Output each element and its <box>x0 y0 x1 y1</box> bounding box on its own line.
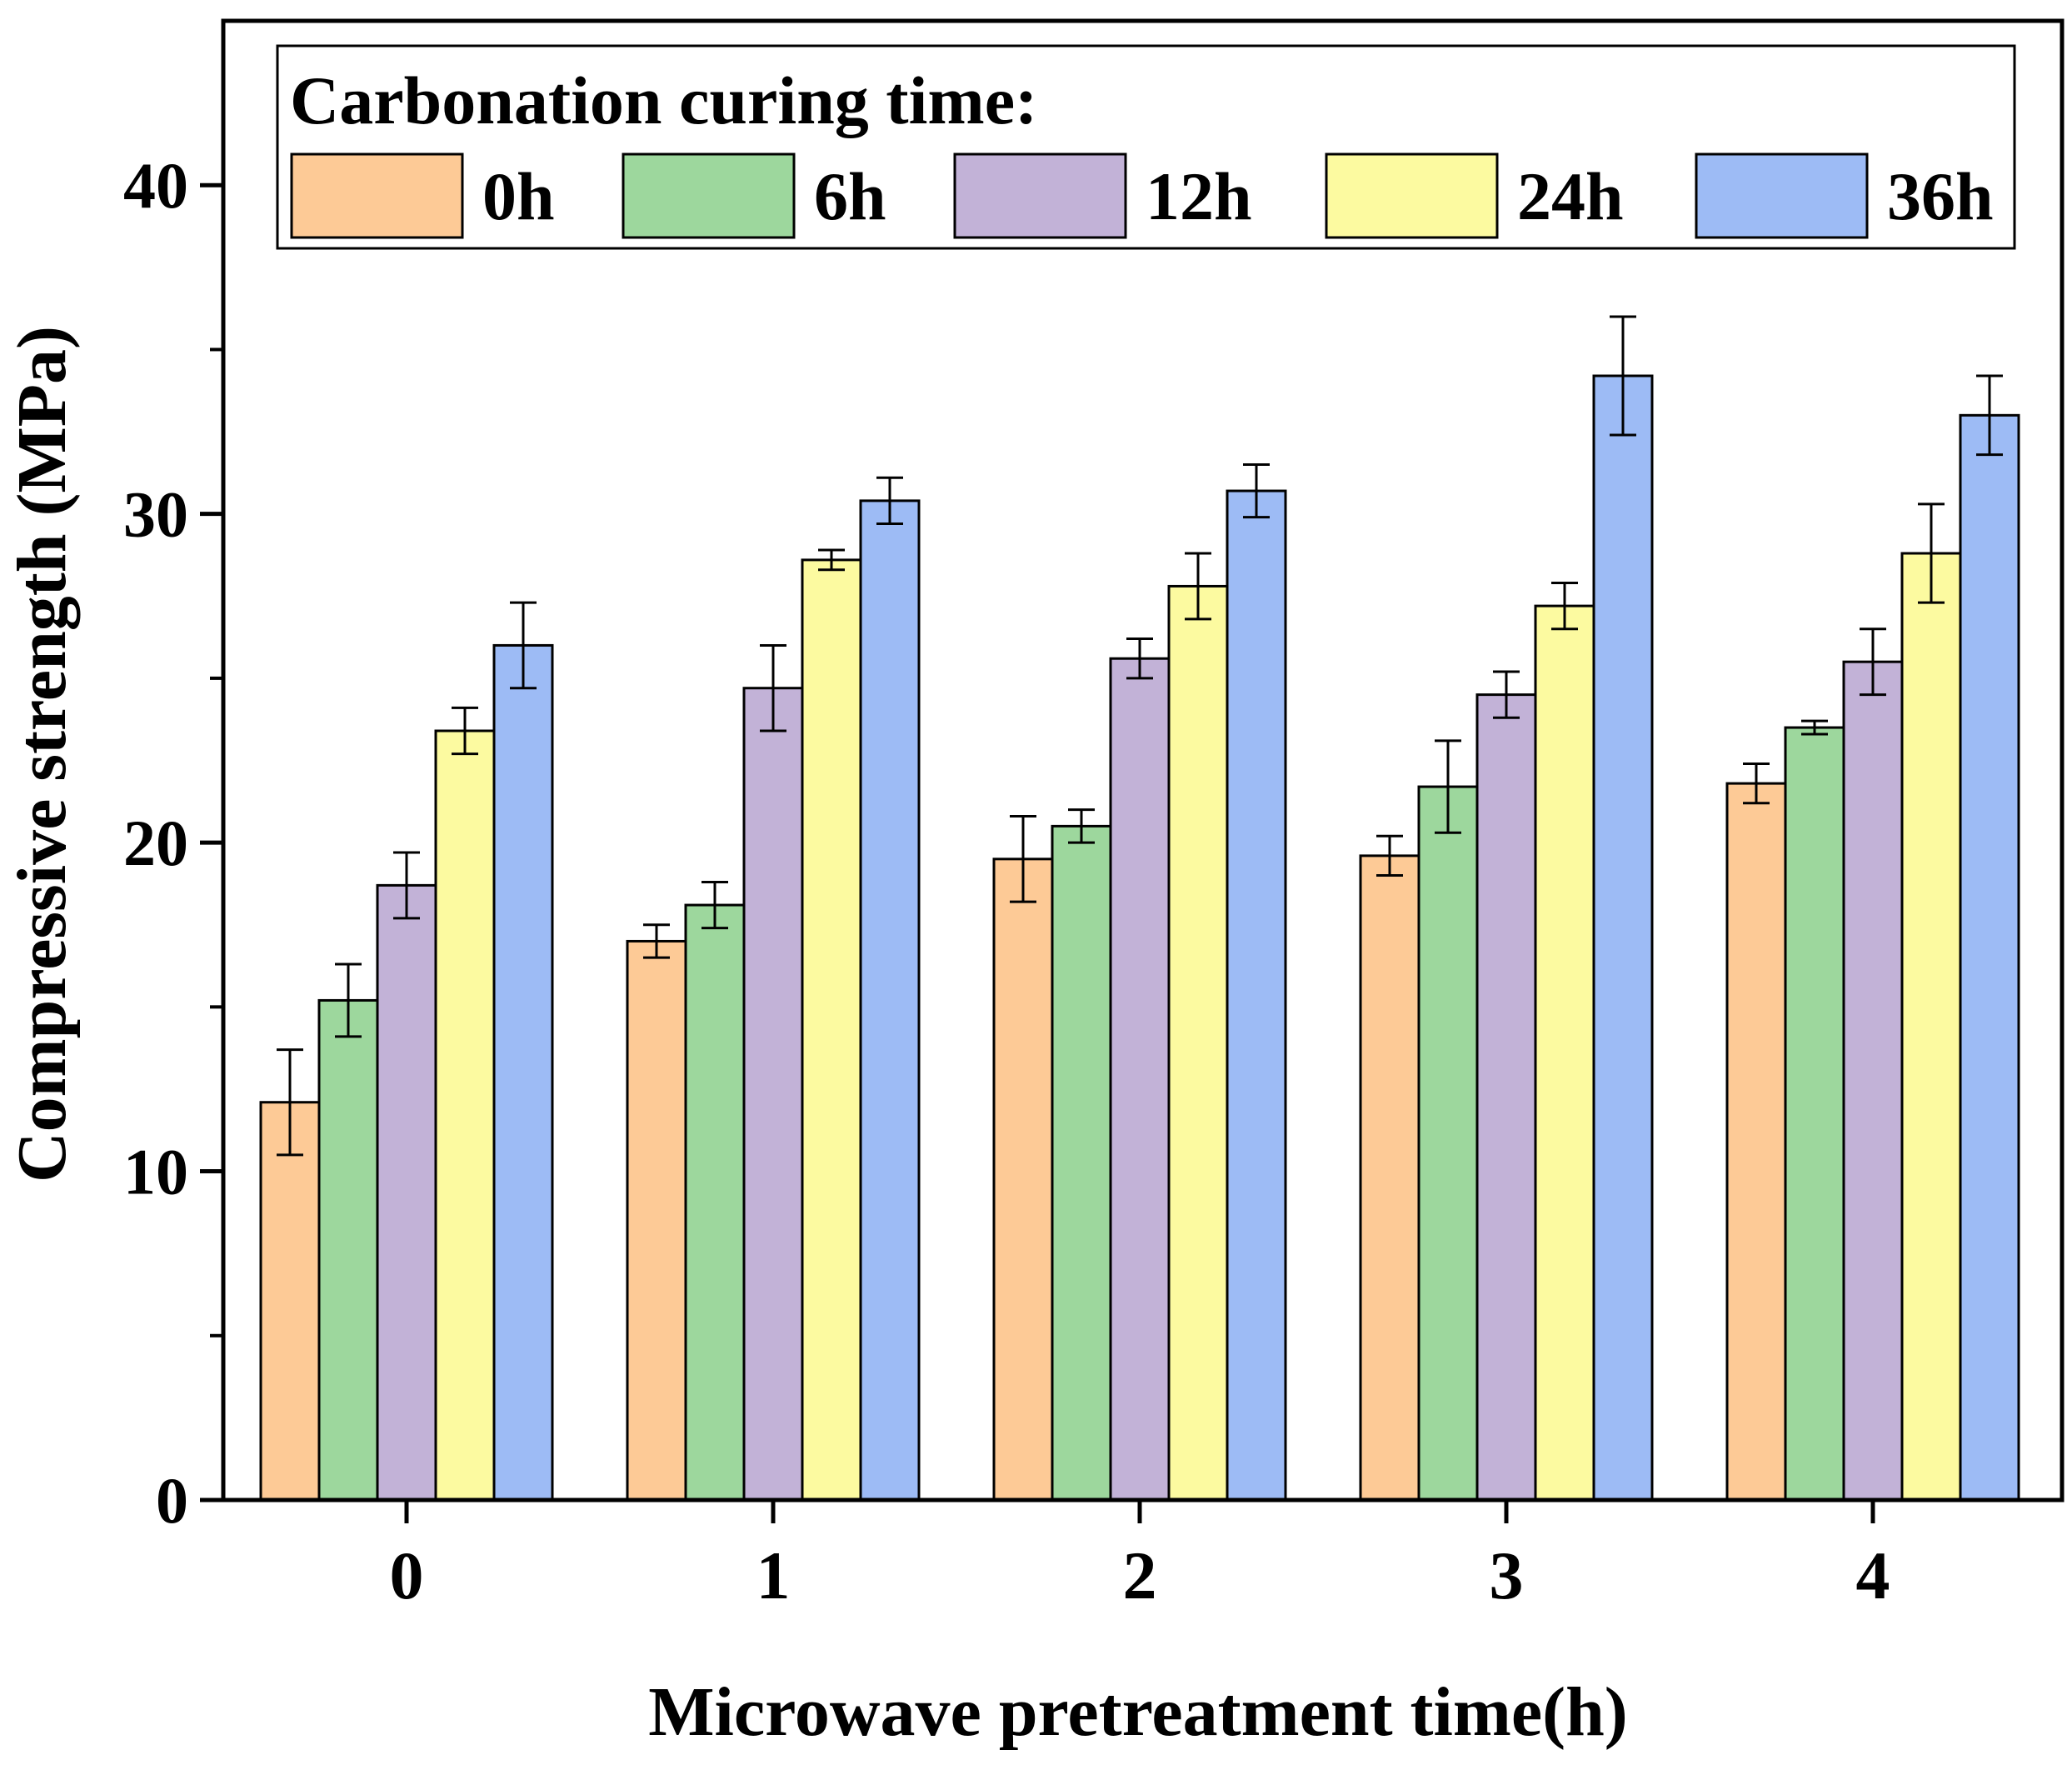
legend-entries: 0h 6h 12h 24h 36h <box>290 152 1994 239</box>
legend-label: 24h <box>1517 158 1624 234</box>
error-bar-24h-cat-1 <box>818 548 845 572</box>
bar-0h-cat-2 <box>992 858 1054 1502</box>
error-bar-0h-cat-4 <box>1743 762 1770 805</box>
plot-layer: 0 10 20 30 40 0 1 2 3 4 <box>123 18 2065 1613</box>
bar-36h-cat-1 <box>859 499 921 1502</box>
legend-swatch <box>953 152 1127 239</box>
error-bar-12h-cat-0 <box>393 851 420 920</box>
error-bar-12h-cat-4 <box>1860 628 1886 697</box>
bar-24h-cat-0 <box>434 729 496 1502</box>
bar-12h-cat-1 <box>742 687 804 1502</box>
bar-6h-cat-0 <box>317 998 379 1502</box>
x-tick-label: 4 <box>1856 1538 1890 1613</box>
bar-6h-cat-3 <box>1417 785 1479 1502</box>
bar-12h-cat-0 <box>376 883 437 1502</box>
legend-entry-36h: 36h <box>1695 152 1994 239</box>
y-tick-label: 30 <box>123 478 188 551</box>
bar-0h-cat-3 <box>1359 854 1420 1502</box>
error-bar-6h-cat-0 <box>335 962 362 1038</box>
x-tick-label: 2 <box>1123 1538 1157 1613</box>
error-bar-24h-cat-2 <box>1185 552 1211 621</box>
legend-title: Carbonation curing time: <box>290 62 1037 138</box>
bar-12h-cat-2 <box>1109 657 1171 1502</box>
error-bar-24h-cat-0 <box>452 706 478 756</box>
y-tick-label: 40 <box>123 149 188 222</box>
plot-frame <box>221 18 2065 1502</box>
bar-0h-cat-4 <box>1725 782 1787 1502</box>
error-bar-36h-cat-2 <box>1243 463 1270 519</box>
error-bar-6h-cat-3 <box>1435 739 1461 834</box>
bar-36h-cat-3 <box>1592 374 1654 1502</box>
x-axis-label: Microwave pretreatment time(h) <box>648 1673 1628 1751</box>
bar-6h-cat-1 <box>684 903 746 1502</box>
bar-36h-cat-2 <box>1226 489 1287 1502</box>
bar-0h-cat-0 <box>259 1101 321 1502</box>
y-tick-label: 10 <box>123 1136 188 1208</box>
error-bar-0h-cat-1 <box>643 923 670 959</box>
legend-label: 6h <box>814 158 886 234</box>
error-bar-6h-cat-4 <box>1801 719 1828 736</box>
error-bar-36h-cat-0 <box>510 601 537 690</box>
legend-label: 12h <box>1146 158 1252 234</box>
legend: Carbonation curing time: 0h 6h 12h 24h 36h <box>276 44 2016 250</box>
bar-24h-cat-2 <box>1167 584 1229 1502</box>
bar-36h-cat-0 <box>492 643 554 1502</box>
error-bar-0h-cat-3 <box>1376 834 1403 878</box>
error-bar-6h-cat-1 <box>701 880 728 930</box>
error-bar-24h-cat-3 <box>1551 582 1578 631</box>
legend-swatch <box>1695 152 1869 239</box>
bar-24h-cat-3 <box>1534 604 1595 1502</box>
legend-entry-12h: 12h <box>953 152 1252 239</box>
y-tick-label: 20 <box>123 807 188 879</box>
error-bar-24h-cat-4 <box>1918 502 1945 604</box>
legend-swatch <box>290 152 464 239</box>
error-bar-36h-cat-4 <box>1976 374 2003 457</box>
bar-12h-cat-4 <box>1842 660 1904 1502</box>
bar-6h-cat-4 <box>1784 726 1845 1502</box>
error-bar-0h-cat-2 <box>1010 815 1036 903</box>
legend-swatch <box>622 152 796 239</box>
legend-label: 36h <box>1887 158 1994 234</box>
bar-0h-cat-1 <box>626 939 687 1502</box>
y-axis-label: Compressive strength (MPa) <box>3 326 81 1182</box>
legend-entry-6h: 6h <box>622 152 886 239</box>
error-bar-12h-cat-3 <box>1493 670 1520 719</box>
x-tick-label: 3 <box>1490 1538 1524 1613</box>
legend-label: 0h <box>482 158 555 234</box>
error-bar-6h-cat-2 <box>1068 808 1095 844</box>
error-bar-36h-cat-1 <box>876 476 903 525</box>
legend-swatch <box>1325 152 1499 239</box>
legend-entry-24h: 24h <box>1325 152 1624 239</box>
y-tick-label: 0 <box>156 1464 188 1537</box>
bar-24h-cat-4 <box>1900 552 1962 1502</box>
error-bar-12h-cat-2 <box>1126 638 1153 680</box>
bar-6h-cat-2 <box>1051 824 1112 1502</box>
error-bar-12h-cat-1 <box>760 643 786 732</box>
legend-entry-0h: 0h <box>290 152 555 239</box>
bar-36h-cat-4 <box>1959 413 2020 1502</box>
bar-12h-cat-3 <box>1475 693 1537 1502</box>
bar-24h-cat-1 <box>801 558 862 1502</box>
error-bar-0h-cat-0 <box>277 1048 303 1157</box>
x-tick-label: 1 <box>756 1538 791 1613</box>
error-bar-36h-cat-3 <box>1610 315 1636 437</box>
x-tick-label: 0 <box>390 1538 424 1613</box>
